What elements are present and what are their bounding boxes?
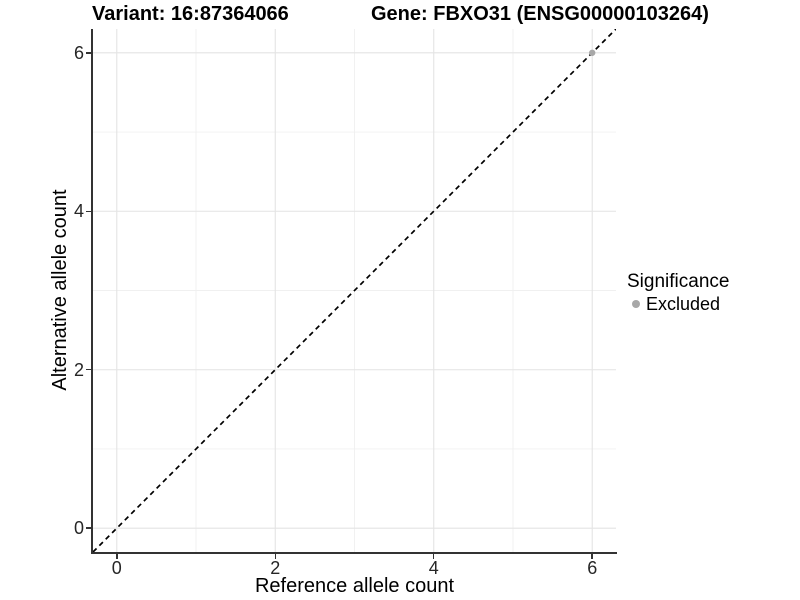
legend-title: Significance [627, 271, 730, 292]
x-tick-label: 6 [587, 558, 598, 578]
y-tick-label: 2 [73, 359, 84, 380]
plot-panel [93, 29, 616, 552]
variant-title: Variant: 16:87364066 [92, 3, 289, 25]
x-tick-label: 2 [270, 558, 281, 578]
y-tick-label: 0 [73, 518, 84, 539]
legend-item: Excluded [627, 294, 729, 314]
y-tick-mark [86, 527, 92, 529]
x-tick-label: 4 [428, 558, 439, 578]
x-tick-label: 0 [111, 558, 122, 578]
gene-title: Gene: FBXO31 (ENSG00000103264) [371, 3, 709, 25]
plot-canvas [93, 29, 616, 552]
legend-item-label: Excluded [646, 294, 721, 314]
y-tick-mark [86, 368, 92, 371]
y-tick-mark [86, 52, 92, 54]
y-tick-label: 4 [73, 201, 84, 222]
y-tick-label: 6 [73, 42, 84, 63]
x-tick-mark [274, 553, 276, 559]
x-axis-title: Reference allele count [254, 575, 454, 597]
y-tick-mark [86, 210, 92, 212]
x-tick-mark [116, 553, 118, 559]
x-tick-mark [591, 553, 593, 559]
x-axis-line [91, 552, 617, 554]
legend-items: Excluded [627, 294, 729, 314]
legend: Significance Excluded [627, 271, 729, 314]
identity-dashed-line [93, 29, 616, 552]
legend-point-icon [632, 300, 640, 308]
x-tick-mark [432, 553, 435, 559]
data-point [589, 49, 596, 56]
y-axis-line [91, 29, 93, 554]
